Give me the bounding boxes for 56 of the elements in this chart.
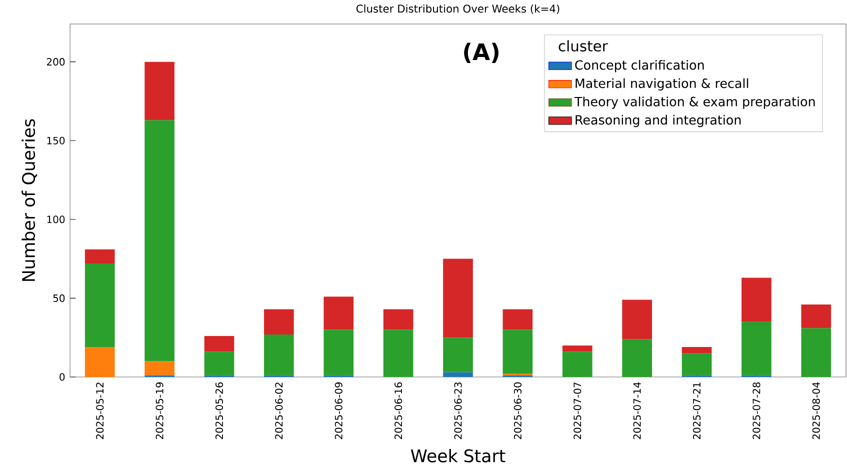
- bar: [443, 372, 473, 377]
- bar: [682, 353, 712, 376]
- bar: [264, 309, 294, 334]
- bar: [742, 322, 772, 376]
- bar: [801, 304, 832, 328]
- legend-label: Concept clarification: [575, 60, 704, 72]
- legend-label: Reasoning and integration: [576, 114, 741, 128]
- x-tick-label: 2025-05-19: [156, 382, 164, 440]
- x-tick-label: 2025-08-04: [812, 382, 820, 440]
- x-tick-label: 2025-07-21: [692, 382, 701, 440]
- x-tick-label: 2025-06-09: [334, 382, 342, 440]
- bar: [622, 339, 652, 377]
- bar: [622, 300, 652, 340]
- bar: [443, 338, 473, 372]
- x-axis-title: Week Start: [410, 448, 506, 462]
- x-tick-label: 2025-06-16: [394, 382, 402, 440]
- bar: [144, 120, 174, 362]
- bar: [682, 347, 712, 354]
- annotation: (A): [464, 42, 498, 64]
- bar: [144, 361, 174, 376]
- bar: [84, 249, 115, 264]
- legend-title: cluster: [558, 40, 608, 52]
- bar: [144, 62, 174, 120]
- bar: [324, 330, 354, 376]
- x-tick-label: 2025-07-07: [574, 382, 582, 440]
- legend-label: Theory validation & exam preparation: [574, 96, 815, 109]
- bar: [801, 328, 832, 377]
- bar: [264, 334, 294, 376]
- x-tick-label: 2025-06-23: [454, 382, 462, 440]
- x-tick-label: 2025-06-30: [514, 382, 522, 440]
- x-tick-label: 2025-06-02: [275, 382, 283, 440]
- y-axis-title: Number of Queries: [22, 119, 38, 281]
- x-tick-label: 2025-07-14: [633, 382, 641, 440]
- y-tick-label: 50: [53, 294, 65, 302]
- y-tick-label: 0: [60, 373, 65, 381]
- bar: [324, 296, 354, 330]
- bar: [84, 347, 115, 377]
- bar: [562, 345, 592, 352]
- chart-title: Cluster Distribution Over Weeks (k=4): [356, 4, 560, 14]
- bar: [383, 309, 414, 330]
- legend-label: Material navigation & recall: [576, 78, 748, 91]
- bar: [742, 278, 772, 322]
- bar: [502, 330, 533, 374]
- x-tick-label: 2025-05-12: [96, 382, 104, 440]
- bar: [204, 336, 234, 352]
- bar: [562, 352, 592, 377]
- y-tick-label: 100: [47, 216, 65, 224]
- bar: [204, 352, 234, 376]
- x-tick-label: 2025-07-28: [752, 382, 760, 440]
- bar: [84, 264, 115, 348]
- x-tick-label: 2025-05-26: [215, 382, 224, 440]
- y-tick-label: 200: [46, 58, 65, 66]
- bar: [443, 258, 473, 338]
- bar: [383, 330, 414, 377]
- y-tick-label: 150: [47, 136, 65, 144]
- bar: [502, 309, 533, 330]
